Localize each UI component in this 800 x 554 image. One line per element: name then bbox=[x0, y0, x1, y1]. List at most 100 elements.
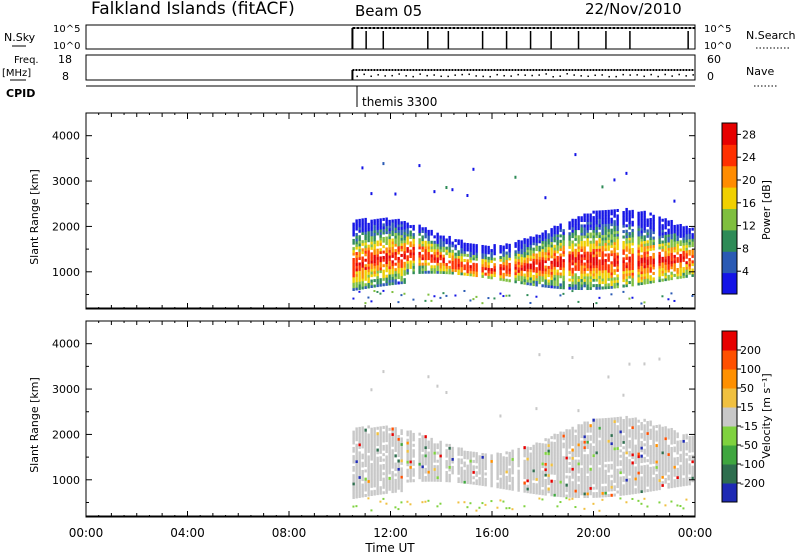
data-cell bbox=[586, 238, 589, 242]
data-cell bbox=[598, 429, 601, 433]
data-cell bbox=[580, 243, 583, 247]
data-cell bbox=[541, 257, 544, 261]
data-cell bbox=[637, 468, 640, 472]
data-cell bbox=[568, 494, 571, 498]
data-cell bbox=[613, 241, 616, 245]
data-cell bbox=[541, 246, 544, 250]
data-cell bbox=[616, 455, 619, 459]
data-cell bbox=[460, 255, 463, 259]
data-cell bbox=[502, 245, 505, 249]
data-cell bbox=[412, 462, 415, 466]
data-cell bbox=[691, 252, 694, 256]
data-cell bbox=[394, 281, 397, 285]
data-cell bbox=[610, 212, 613, 216]
data-cell bbox=[421, 246, 424, 250]
data-cell bbox=[373, 238, 376, 242]
data-cell bbox=[559, 494, 562, 498]
data-cell bbox=[499, 499, 502, 502]
data-cell bbox=[406, 438, 409, 442]
data-cell bbox=[667, 261, 670, 265]
data-cell bbox=[571, 218, 574, 222]
data-cell bbox=[358, 229, 361, 233]
data-cell bbox=[562, 245, 565, 249]
data-cell bbox=[526, 479, 529, 483]
data-cell bbox=[679, 475, 682, 479]
data-cell bbox=[652, 488, 655, 492]
data-cell bbox=[586, 221, 589, 225]
data-cell bbox=[355, 487, 358, 491]
data-cell bbox=[385, 247, 388, 251]
data-cell bbox=[373, 484, 376, 488]
data-cell bbox=[526, 244, 529, 248]
data-cell bbox=[667, 463, 670, 467]
data-cell bbox=[565, 431, 568, 435]
data-cell bbox=[610, 431, 613, 435]
data-cell bbox=[358, 475, 361, 479]
data-cell bbox=[595, 229, 598, 233]
data-cell bbox=[673, 446, 676, 450]
data-cell bbox=[595, 264, 598, 268]
data-cell bbox=[361, 461, 364, 465]
data-cell bbox=[688, 463, 691, 467]
data-cell bbox=[598, 224, 601, 228]
data-cell bbox=[391, 471, 394, 475]
data-cell bbox=[511, 449, 514, 453]
data-cell bbox=[418, 230, 421, 234]
data-cell bbox=[457, 460, 460, 464]
data-cell bbox=[373, 440, 376, 444]
data-cell bbox=[676, 276, 679, 280]
data-cell bbox=[661, 259, 664, 263]
data-cell bbox=[637, 233, 640, 237]
data-cell bbox=[508, 460, 511, 464]
data-cell bbox=[373, 230, 376, 234]
data-cell bbox=[586, 489, 589, 493]
data-cell bbox=[481, 472, 484, 476]
data-cell bbox=[628, 423, 631, 427]
data-cell bbox=[550, 244, 553, 248]
data-cell bbox=[550, 282, 553, 286]
data-cell bbox=[595, 262, 598, 266]
data-cell bbox=[535, 283, 538, 287]
data-cell bbox=[382, 466, 385, 470]
data-cell bbox=[640, 279, 643, 283]
data-cell bbox=[403, 253, 406, 257]
data-cell bbox=[373, 478, 376, 482]
data-cell bbox=[517, 239, 520, 243]
data-cell bbox=[469, 454, 472, 458]
data-cell bbox=[523, 484, 526, 488]
data-cell bbox=[544, 451, 547, 455]
data-cell bbox=[616, 433, 619, 437]
data-cell bbox=[421, 448, 424, 452]
data-cell bbox=[625, 248, 628, 252]
data-cell bbox=[616, 285, 619, 289]
data-cell bbox=[370, 484, 373, 488]
data-cell bbox=[643, 224, 646, 228]
data-cell bbox=[583, 424, 586, 428]
data-cell bbox=[475, 244, 478, 248]
data-cell bbox=[622, 221, 625, 225]
data-cell bbox=[649, 277, 652, 281]
data-cell bbox=[610, 231, 613, 235]
data-cell bbox=[646, 483, 649, 487]
data-cell bbox=[646, 253, 649, 257]
data-cell bbox=[559, 253, 562, 257]
data-cell bbox=[544, 487, 547, 491]
data-cell bbox=[442, 260, 445, 264]
data-cell bbox=[637, 244, 640, 248]
data-cell bbox=[613, 447, 616, 451]
data-cell bbox=[418, 440, 421, 444]
data-cell bbox=[424, 467, 427, 471]
data-cell bbox=[604, 494, 607, 498]
data-cell bbox=[538, 472, 541, 476]
data-cell bbox=[406, 500, 409, 503]
data-cell bbox=[571, 270, 574, 274]
data-cell bbox=[643, 221, 646, 225]
data-cell bbox=[544, 468, 547, 472]
data-cell bbox=[646, 256, 649, 260]
data-cell bbox=[376, 273, 379, 277]
data-cell bbox=[529, 466, 532, 470]
data-cell bbox=[469, 299, 472, 302]
data-cell bbox=[676, 257, 679, 261]
data-cell bbox=[604, 434, 607, 438]
data-cell bbox=[604, 472, 607, 476]
